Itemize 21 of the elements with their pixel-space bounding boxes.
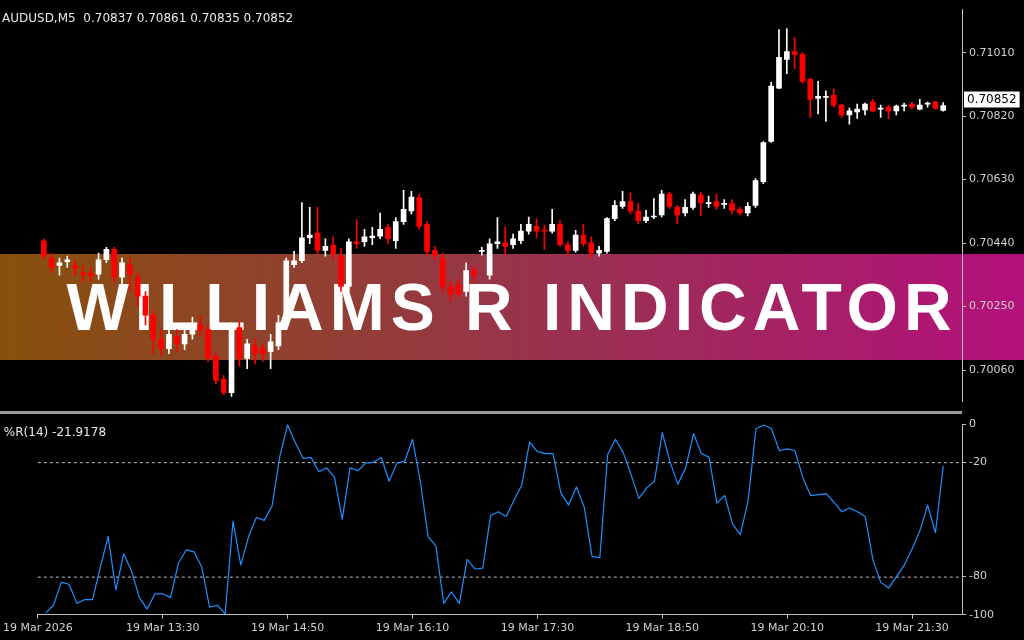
y-tick-label: 0.71010 — [969, 45, 1015, 59]
y-tick-label: 0 — [969, 416, 976, 430]
y-tick-label: -100 — [969, 607, 994, 621]
y-tick-label: 0.70630 — [969, 172, 1015, 186]
x-tick-label: 19 Mar 14:50 — [250, 621, 325, 635]
x-tick-label: 19 Mar 13:30 — [126, 621, 200, 635]
x-tick-label: 19 Mar 17:30 — [500, 621, 575, 635]
y-tick-label: 0.70060 — [969, 362, 1015, 376]
y-tick-label: -80 — [969, 569, 987, 583]
chart-title: %R(14) -21.9178 — [3, 425, 107, 440]
x-tick-label: 19 Mar 18:50 — [625, 621, 700, 635]
y-tick-label: 0.70440 — [969, 235, 1015, 249]
x-tick-label: 19 Mar 20:10 — [750, 621, 824, 635]
y-tick-label: 0.70820 — [969, 109, 1015, 123]
y-tick-label: 0.70250 — [969, 299, 1015, 313]
x-tick-label: 19 Mar 2026 — [2, 621, 73, 635]
x-tick-label: 19 Mar 21:30 — [875, 621, 949, 635]
x-tick-label: 19 Mar 16:10 — [375, 621, 450, 635]
y-tick-label: -20 — [969, 455, 987, 469]
text: 0.70852 — [967, 91, 1017, 106]
chart-title: AUDUSD,M5 0.70837 0.70861 0.70835 0.70852 — [2, 10, 294, 25]
